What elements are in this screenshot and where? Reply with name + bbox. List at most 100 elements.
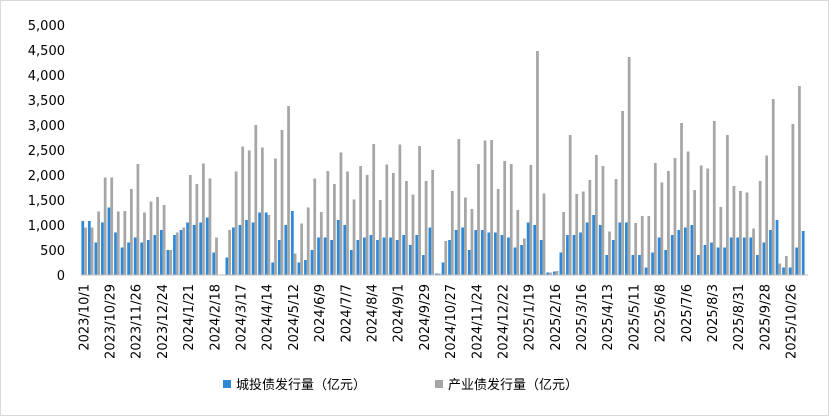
bar-chanye: [339, 152, 343, 275]
bar-chengtou: [317, 237, 320, 275]
bar-chanye: [640, 216, 644, 275]
bar-chengtou: [670, 235, 674, 275]
bar-chanye: [228, 230, 231, 275]
bar-chengtou: [81, 221, 85, 275]
x-tick-label: 2024/3/17: [234, 284, 249, 351]
bar-chanye: [739, 191, 742, 275]
bar-chengtou: [716, 247, 720, 275]
y-tick-label: 1,000: [28, 219, 65, 234]
bar-chanye: [522, 238, 526, 275]
bar-chengtou: [323, 237, 327, 275]
bar-chengtou: [415, 235, 419, 275]
bar-chengtou: [356, 240, 360, 275]
bar-chengtou: [304, 260, 307, 275]
bar-chanye: [260, 147, 264, 275]
bar-chanye: [686, 151, 690, 275]
bar-chanye: [378, 200, 382, 275]
y-tick-label: 2,500: [28, 144, 65, 159]
bar-chanye: [103, 177, 107, 275]
bar-chanye: [627, 57, 631, 275]
x-tick-label: 2025/5/11: [627, 284, 642, 351]
bar-chanye: [509, 164, 513, 275]
bar-chanye: [359, 166, 362, 275]
x-tick-label: 2024/6/9: [313, 284, 328, 342]
bar-chanye: [680, 123, 683, 275]
bar-chanye: [555, 271, 559, 275]
bar-chengtou: [566, 235, 569, 275]
bar-chengtou: [146, 240, 150, 275]
bar-chanye: [726, 135, 729, 275]
bar-chanye: [719, 207, 723, 275]
bar-chanye: [398, 144, 402, 275]
bar-chengtou: [729, 237, 733, 275]
bar-chanye: [188, 175, 192, 275]
bar-chengtou: [710, 242, 713, 275]
bar-chanye: [699, 165, 703, 275]
x-tick-label: 2024/8/4: [365, 284, 380, 342]
bar-chanye: [129, 189, 133, 275]
bar-chengtou: [389, 237, 392, 275]
bar-chengtou: [782, 267, 785, 275]
bar-chengtou: [133, 237, 137, 275]
bar-chengtou: [212, 252, 216, 275]
bar-chanye: [784, 256, 788, 275]
bar-chengtou: [736, 237, 740, 275]
bar-chanye: [778, 263, 782, 275]
x-tick-label: 2024/9/29: [418, 284, 433, 351]
bar-chengtou: [474, 230, 478, 275]
bar-chengtou: [382, 237, 386, 275]
bar-chengtou: [638, 255, 641, 275]
bar-chanye: [306, 207, 310, 275]
bar-chengtou: [343, 225, 347, 275]
bar-chengtou: [579, 232, 582, 275]
bar-chengtou: [494, 232, 497, 275]
bar-chanye: [346, 171, 349, 275]
bar-chengtou: [114, 232, 117, 275]
bar-chengtou: [769, 230, 772, 275]
bar-chanye: [444, 241, 448, 275]
bar-chanye: [791, 124, 795, 275]
bar-chengtou: [428, 227, 432, 275]
bar-chengtou: [507, 237, 510, 275]
bar-chengtou: [448, 240, 451, 275]
x-tick-label: 2025/7/6: [680, 284, 695, 342]
bar-chanye: [372, 144, 376, 275]
bar-chengtou: [500, 235, 504, 275]
bar-chanye: [621, 111, 624, 275]
bar-chengtou: [330, 240, 334, 275]
bar-chengtou: [421, 255, 425, 275]
bar-chengtou: [107, 207, 111, 275]
bar-chanye: [496, 189, 500, 275]
bar-chengtou: [166, 250, 170, 275]
bar-chengtou: [749, 237, 753, 275]
bar-chengtou: [487, 232, 491, 275]
y-tick-label: 3,000: [28, 119, 65, 134]
bar-chengtou: [742, 237, 746, 275]
bar-chengtou: [598, 225, 602, 275]
bar-chengtou: [644, 267, 648, 275]
bar-chanye: [745, 192, 749, 275]
bar-chanye: [319, 212, 323, 275]
y-axis: 0 500 1,000 1,500 2,000 2,500 3,000 3,500 4,000 4…: [28, 19, 65, 284]
x-tick-label: 2023/12/24: [156, 284, 171, 359]
bar-chengtou: [559, 252, 563, 275]
bar-chengtou: [657, 237, 661, 275]
bar-chengtou: [520, 245, 523, 275]
bar-chengtou: [94, 242, 98, 275]
bar-chanye: [765, 155, 769, 275]
bar-chengtou: [402, 235, 406, 275]
bar-chanye: [110, 177, 114, 275]
bar-chengtou: [801, 231, 805, 275]
x-tick-label: 2025/10/26: [785, 284, 800, 359]
bar-chanye: [90, 227, 94, 275]
legend-item-chanye: 产业债发行量（亿元）: [435, 377, 578, 393]
bar-chanye: [477, 164, 480, 275]
x-tick-label: 2023/10/1: [77, 284, 92, 351]
bar-chanye: [136, 164, 140, 275]
x-tick-label: 2025/2/16: [549, 284, 564, 351]
x-axis: 2023/10/1 2023/10/29 2023/11/26 2023/12/24 2…: [77, 284, 799, 359]
bar-chanye: [516, 210, 520, 275]
bar-chanye: [411, 194, 415, 275]
bar-chanye: [352, 199, 356, 275]
bar-chengtou: [205, 217, 209, 275]
